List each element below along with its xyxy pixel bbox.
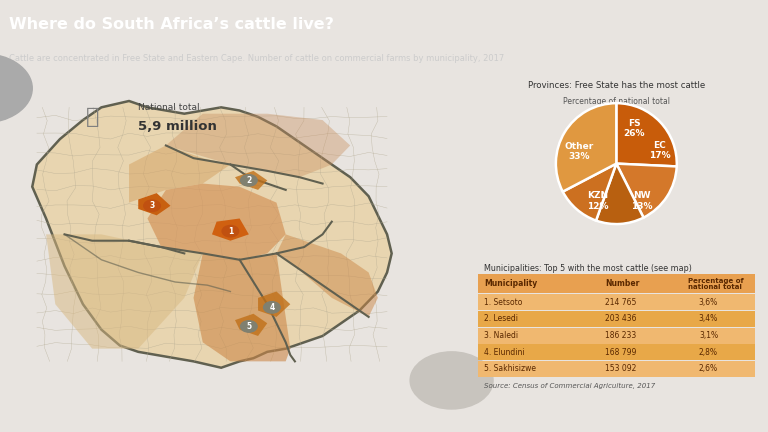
Circle shape	[240, 175, 257, 186]
FancyBboxPatch shape	[478, 361, 754, 377]
Polygon shape	[166, 114, 350, 177]
Text: 4: 4	[270, 303, 274, 312]
Text: Percentage of
national total: Percentage of national total	[688, 277, 744, 290]
Text: 2: 2	[247, 176, 251, 185]
Text: EC
17%: EC 17%	[649, 141, 670, 160]
Text: NW
13%: NW 13%	[631, 191, 653, 211]
Text: Other
33%: Other 33%	[564, 142, 594, 161]
Text: 3,6%: 3,6%	[699, 298, 718, 307]
Wedge shape	[616, 103, 677, 166]
Polygon shape	[276, 234, 378, 317]
Text: 5: 5	[247, 322, 251, 331]
Text: 168 799: 168 799	[604, 348, 636, 356]
Polygon shape	[147, 184, 286, 260]
Polygon shape	[138, 193, 170, 215]
Text: KZN
12%: KZN 12%	[588, 191, 609, 211]
Text: 1: 1	[228, 227, 233, 236]
Circle shape	[0, 54, 32, 123]
Polygon shape	[235, 171, 267, 190]
Circle shape	[410, 352, 493, 409]
Polygon shape	[258, 292, 290, 317]
Polygon shape	[235, 314, 267, 336]
Text: 2,8%: 2,8%	[699, 348, 718, 356]
Text: Number: Number	[604, 279, 639, 288]
Text: Cattle are concentrated in Free State and Eastern Cape. Number of cattle on comm: Cattle are concentrated in Free State an…	[9, 54, 505, 64]
Circle shape	[144, 200, 161, 212]
Circle shape	[263, 302, 280, 313]
Text: 3,1%: 3,1%	[699, 331, 718, 340]
Text: 3: 3	[150, 201, 154, 210]
FancyBboxPatch shape	[478, 311, 754, 327]
Wedge shape	[596, 164, 644, 224]
Text: National total: National total	[138, 103, 200, 112]
Text: 4. Elundini: 4. Elundini	[484, 348, 525, 356]
FancyBboxPatch shape	[478, 295, 754, 311]
Text: 5,9 million: 5,9 million	[138, 120, 217, 133]
Text: Provinces: Free State has the most cattle: Provinces: Free State has the most cattl…	[528, 81, 705, 90]
Wedge shape	[556, 103, 617, 192]
Text: 5. Sakhisizwe: 5. Sakhisizwe	[484, 364, 536, 373]
Text: 1. Setsoto: 1. Setsoto	[484, 298, 522, 307]
FancyBboxPatch shape	[478, 344, 754, 360]
Text: Source: Census of Commercial Agriculture, 2017: Source: Census of Commercial Agriculture…	[484, 383, 655, 389]
Polygon shape	[46, 234, 203, 349]
Text: 3,4%: 3,4%	[699, 314, 718, 323]
Circle shape	[240, 321, 257, 332]
Wedge shape	[563, 164, 616, 221]
Text: 153 092: 153 092	[604, 364, 636, 373]
Text: Percentage of national total: Percentage of national total	[563, 97, 670, 106]
Polygon shape	[194, 254, 290, 361]
Circle shape	[222, 226, 239, 237]
Text: 214 765: 214 765	[604, 298, 636, 307]
Text: FS
26%: FS 26%	[624, 119, 645, 138]
Text: Municipality: Municipality	[484, 279, 537, 288]
Polygon shape	[129, 146, 230, 203]
Text: 186 233: 186 233	[604, 331, 636, 340]
Text: Municipalities: Top 5 with the most cattle (see map): Municipalities: Top 5 with the most catt…	[484, 264, 692, 273]
Text: 2,6%: 2,6%	[699, 364, 718, 373]
FancyBboxPatch shape	[478, 274, 754, 293]
Text: 3. Naledi: 3. Naledi	[484, 331, 518, 340]
Text: 2. Lesedi: 2. Lesedi	[484, 314, 518, 323]
FancyBboxPatch shape	[478, 328, 754, 344]
Polygon shape	[212, 219, 249, 241]
Text: 🐂: 🐂	[85, 107, 99, 127]
Text: 203 436: 203 436	[604, 314, 637, 323]
Wedge shape	[616, 164, 677, 218]
Text: Where do South Africa’s cattle live?: Where do South Africa’s cattle live?	[9, 17, 334, 32]
Polygon shape	[32, 101, 392, 368]
